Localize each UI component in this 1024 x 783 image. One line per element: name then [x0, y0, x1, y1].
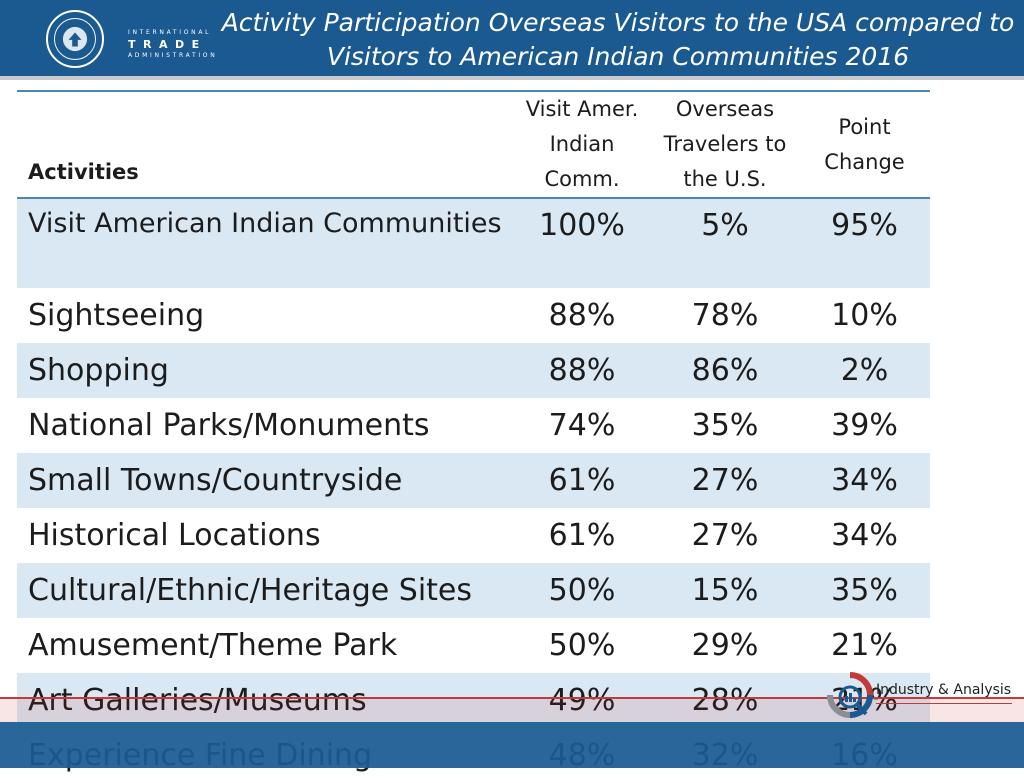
ita-line-international: INTERNATIONAL: [128, 29, 212, 36]
footer-bar: [0, 722, 1024, 768]
table-row: Amusement/Theme Park 50% 29% 21%: [17, 618, 930, 673]
overseas-cell: 86%: [691, 353, 759, 388]
page-title: Activity Participation Overseas Visitors…: [212, 6, 1024, 74]
aic-cell: 61%: [548, 463, 616, 498]
header-divider: [0, 76, 1024, 80]
industry-analysis-label: Industry & Analysis: [876, 682, 1012, 698]
page-title-line1: Activity Participation Overseas Visitors…: [221, 8, 1015, 37]
table-header-row: Activities Visit Amer. Indian Comm. Over…: [17, 91, 930, 198]
overseas-cell: 35%: [691, 408, 759, 443]
overseas-cell: 78%: [691, 298, 759, 333]
header-col3-line1: Overseas: [675, 97, 775, 121]
table-row: Small Towns/Countryside 61% 27% 34%: [17, 453, 930, 508]
activity-cell: Shopping: [28, 353, 169, 388]
activity-cell: Cultural/Ethnic/Heritage Sites: [28, 573, 473, 608]
industry-analysis-logo: Industry & Analysis: [826, 672, 1024, 722]
aic-cell: 100%: [539, 208, 625, 243]
table-row: Shopping 88% 86% 2%: [17, 343, 930, 398]
aic-cell: 74%: [548, 408, 616, 443]
change-cell: 34%: [831, 518, 898, 553]
page-title-line2: Visitors to American Indian Communities …: [326, 42, 910, 71]
table-row: Sightseeing 88% 78% 10%: [17, 288, 930, 343]
overseas-cell: 28%: [691, 683, 759, 718]
department-of-commerce-seal-icon: [46, 10, 104, 68]
aic-cell: 88%: [548, 353, 616, 388]
change-cell: 10%: [831, 298, 898, 333]
activity-cell: Historical Locations: [28, 518, 321, 553]
activity-table: Activities Visit Amer. Indian Comm. Over…: [17, 90, 930, 783]
aic-cell: 50%: [548, 573, 616, 608]
aic-cell: 50%: [548, 628, 616, 663]
ita-wordmark: INTERNATIONAL TRADE ADMINISTRATION: [128, 30, 217, 59]
header-col4-line2: Change: [824, 149, 905, 174]
change-cell: 95%: [831, 208, 898, 243]
change-cell: 39%: [831, 408, 898, 443]
activity-cell: Visit American Indian Communities: [28, 208, 502, 239]
table-row: Art Galleries/Museums 49% 28% 21%: [17, 673, 930, 728]
table-row: Visit American Indian Communities 100% 5…: [17, 198, 930, 288]
header-bar: INTERNATIONAL TRADE ADMINISTRATION Activ…: [0, 0, 1024, 80]
overseas-cell: 27%: [691, 518, 759, 553]
change-cell: 34%: [831, 463, 898, 498]
header-col2-line1: Visit Amer.: [525, 97, 639, 121]
header-overseas-travelers: Overseas Travelers to the U.S.: [651, 91, 799, 198]
change-cell: 2%: [840, 353, 889, 388]
aic-cell: 61%: [548, 518, 616, 553]
overseas-cell: 29%: [691, 628, 759, 663]
activity-cell: Art Galleries/Museums: [28, 683, 367, 718]
activity-cell: Sightseeing: [28, 298, 205, 333]
header-col2-line2: Indian: [549, 132, 615, 156]
header-col4-line1: Point: [838, 114, 891, 139]
header-col3-line3: the U.S.: [683, 167, 767, 191]
overseas-cell: 5%: [701, 208, 749, 243]
ita-line-administration: ADMINISTRATION: [128, 52, 218, 59]
overseas-cell: 27%: [691, 463, 759, 498]
header-col2-line3: Comm.: [544, 167, 620, 191]
industry-analysis-underline: [876, 703, 1012, 704]
change-cell: 35%: [831, 573, 898, 608]
industry-analysis-magnifier-icon: [827, 672, 873, 718]
table-row: Cultural/Ethnic/Heritage Sites 50% 15% 3…: [17, 563, 930, 618]
header-activities: Activities: [28, 160, 139, 184]
ita-line-trade: TRADE: [128, 38, 207, 51]
activity-cell: National Parks/Monuments: [28, 408, 430, 443]
footer-red-rule: [0, 697, 1024, 699]
header-visit-amer-indian-comm: Visit Amer. Indian Comm.: [513, 91, 651, 198]
aic-cell: 88%: [548, 298, 616, 333]
aic-cell: 49%: [548, 683, 616, 718]
overseas-cell: 15%: [691, 573, 759, 608]
header-col3-line2: Travelers to: [663, 132, 787, 156]
activity-cell: Amusement/Theme Park: [28, 628, 398, 663]
table-row: National Parks/Monuments 74% 35% 39%: [17, 398, 930, 453]
activity-cell: Small Towns/Countryside: [28, 463, 403, 498]
table-row: Historical Locations 61% 27% 34%: [17, 508, 930, 563]
header-point-change: Point Change: [799, 91, 930, 198]
change-cell: 21%: [831, 628, 898, 663]
